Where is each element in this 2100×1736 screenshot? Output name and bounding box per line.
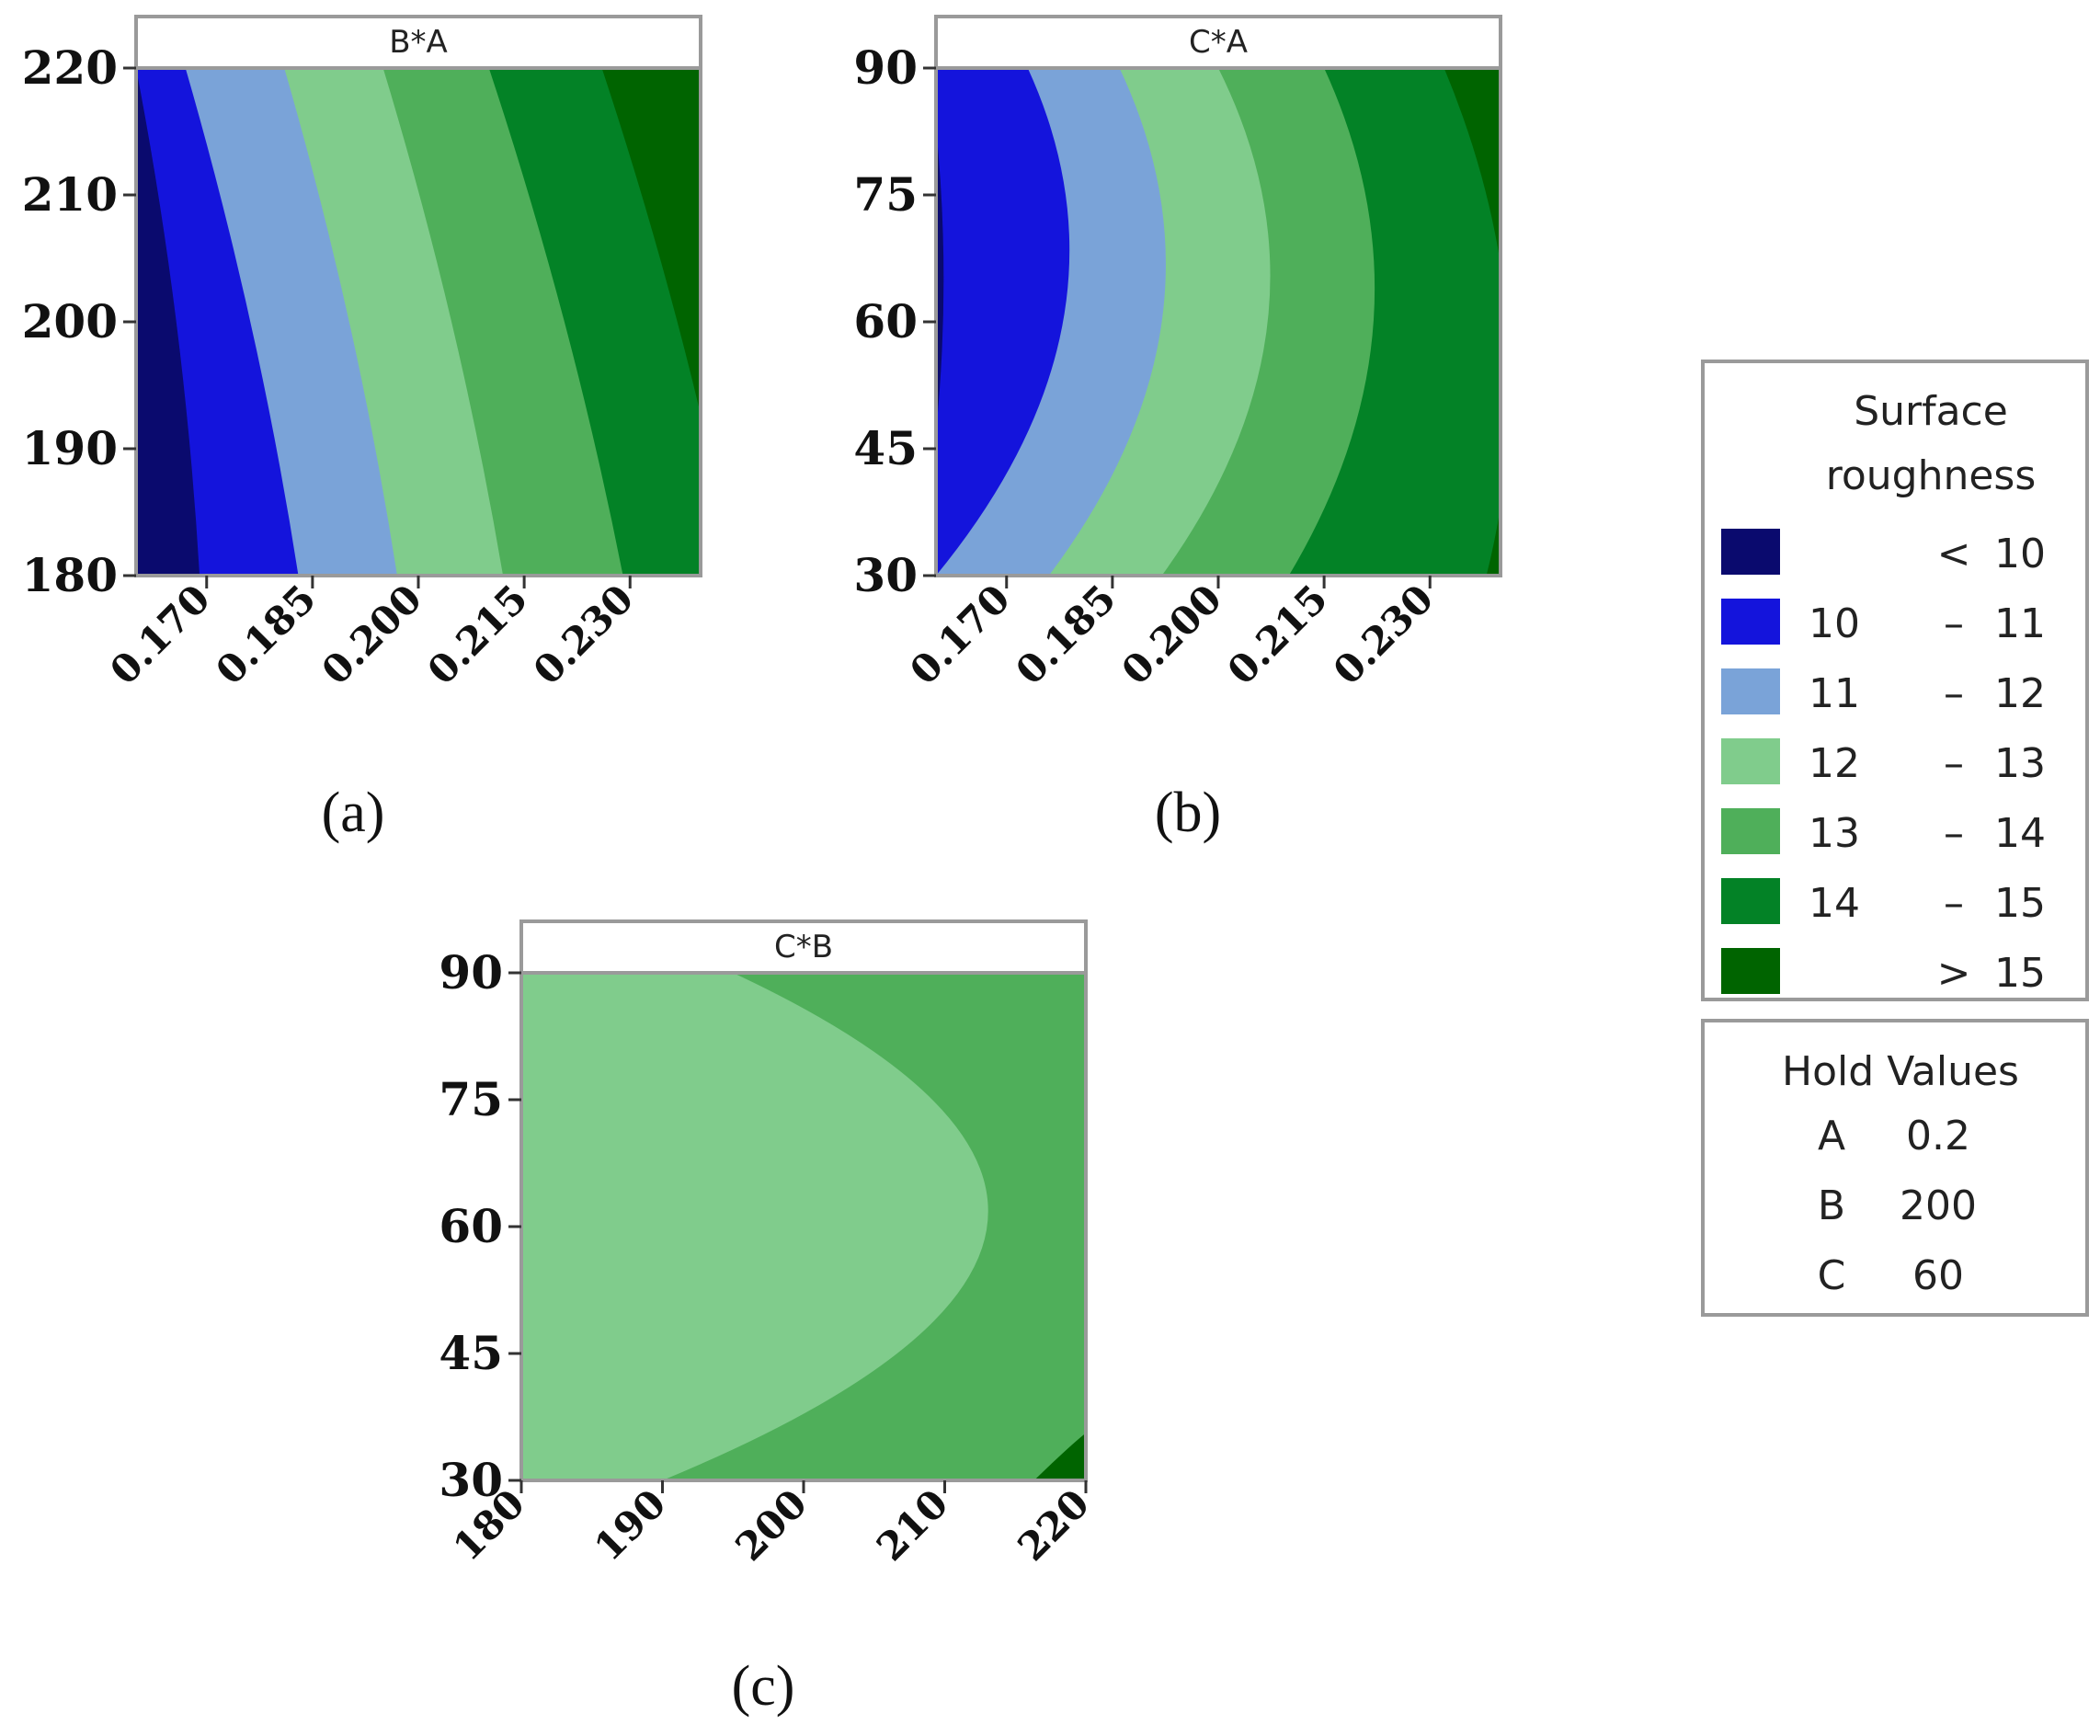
xtick-label: 0.185 — [207, 576, 325, 693]
xtick-label: 0.200 — [313, 576, 430, 693]
legend-separator: < — [1937, 531, 1971, 577]
legend-swatch — [1721, 738, 1780, 784]
hold-value-number: 200 — [1900, 1182, 1977, 1229]
panel-c-title-strip — [519, 919, 1088, 975]
caption-c: (c) — [732, 1655, 795, 1718]
legend-high: 11 — [1994, 600, 2046, 647]
legend-title-line1: Surface — [1854, 388, 2008, 435]
legend-low: 13 — [1809, 810, 1860, 857]
legend-low: 10 — [1809, 600, 1860, 647]
panel-b-title-strip — [934, 15, 1502, 70]
panel-b-plot-area — [936, 68, 1501, 576]
ytick-label: 220 — [22, 40, 118, 95]
xtick-label: 0.215 — [419, 576, 537, 693]
legend-high: 14 — [1994, 810, 2046, 857]
ytick-label: 45 — [439, 1326, 503, 1380]
ytick-label: 75 — [853, 167, 918, 222]
legend-separator: > — [1937, 950, 1971, 997]
legend-high: 12 — [1994, 670, 2046, 717]
legend-low: 14 — [1809, 880, 1860, 927]
xtick-label: 220 — [1009, 1480, 1098, 1570]
legend-separator: – — [1944, 880, 1964, 927]
contour-panel-a: B*A 220 210 200 190 1800.1700.1850.2000.2150… — [22, 15, 702, 844]
legend-swatch — [1721, 599, 1780, 645]
legend-swatch — [1721, 668, 1780, 714]
legend-swatch — [1721, 948, 1780, 994]
legend-title-line2: roughness — [1826, 452, 2037, 499]
contour-panel-b: C*A 90756045300.1700.1850.2000.2150.230 … — [853, 15, 1502, 844]
ytick-label: 90 — [439, 945, 503, 999]
ytick-label: 75 — [439, 1072, 503, 1126]
panel-b-region--10 — [936, 127, 944, 432]
ytick-label: 60 — [439, 1199, 503, 1253]
xtick-label: 0.200 — [1113, 576, 1230, 693]
legend-separator: – — [1944, 670, 1964, 717]
caption-a: (a) — [322, 782, 385, 844]
hold-values-title: Hold Values — [1782, 1048, 2019, 1095]
legend-high: 10 — [1994, 531, 2046, 577]
xtick-label: 0.230 — [1325, 576, 1443, 693]
legend-swatch — [1721, 878, 1780, 924]
hold-value-name: B — [1818, 1182, 1845, 1229]
legend-high: 15 — [1994, 880, 2046, 927]
legend-swatch — [1721, 529, 1780, 575]
ytick-label: 210 — [22, 167, 118, 222]
panel-b-region-10-11 — [936, 68, 1070, 576]
ytick-label: 200 — [22, 294, 118, 348]
legend-high: 13 — [1994, 740, 2046, 787]
panel-a-plot-area — [136, 68, 701, 576]
panel-a-title: B*A — [389, 24, 448, 61]
xtick-label: 0.170 — [901, 576, 1019, 693]
ytick-label: 190 — [22, 421, 118, 475]
legend-surface-roughness: Surface roughness <1010–1111–1212–1313–1… — [1701, 360, 2089, 1001]
xtick-label: 0.185 — [1007, 576, 1124, 693]
panel-a-region--10 — [136, 68, 200, 576]
xtick-label: 200 — [726, 1480, 816, 1570]
panel-c-region-12-13 — [521, 973, 988, 1480]
hold-values-frame — [1701, 1019, 2089, 1317]
hold-value-name: C — [1818, 1252, 1846, 1299]
ytick-label: 60 — [853, 294, 918, 348]
xtick-label: 0.170 — [101, 576, 219, 693]
caption-b: (b) — [1155, 782, 1221, 844]
xtick-label: 190 — [586, 1480, 675, 1570]
ytick-label: 180 — [22, 548, 118, 602]
xtick-label: 0.215 — [1219, 576, 1337, 693]
panel-c-title: C*B — [774, 929, 833, 965]
panel-b-title: C*A — [1189, 24, 1248, 61]
ytick-label: 30 — [439, 1453, 503, 1507]
hold-value-number: 60 — [1912, 1252, 1964, 1299]
xtick-label: 0.230 — [525, 576, 643, 693]
panel-c-region-corner — [1033, 1433, 1086, 1480]
ytick-label: 30 — [853, 548, 918, 602]
panel-c-plot-area — [521, 973, 1086, 1480]
legend-separator: – — [1944, 740, 1964, 787]
ytick-label: 90 — [853, 40, 918, 95]
ytick-label: 45 — [853, 421, 918, 475]
hold-values-rows: A 0.2 B 200 C 60 — [1818, 1113, 1977, 1299]
legend-high: 15 — [1994, 950, 2046, 997]
legend-low: 11 — [1809, 670, 1860, 717]
legend-separator: – — [1944, 600, 1964, 647]
legend-low: 12 — [1809, 740, 1860, 787]
hold-value-number: 0.2 — [1906, 1113, 1970, 1159]
hold-value-name: A — [1818, 1113, 1845, 1159]
hold-values-box: Hold Values A 0.2 B 200 C 60 — [1701, 1019, 2089, 1317]
legend-separator: – — [1944, 810, 1964, 857]
xtick-label: 210 — [868, 1480, 957, 1570]
legend-swatch — [1721, 808, 1780, 854]
